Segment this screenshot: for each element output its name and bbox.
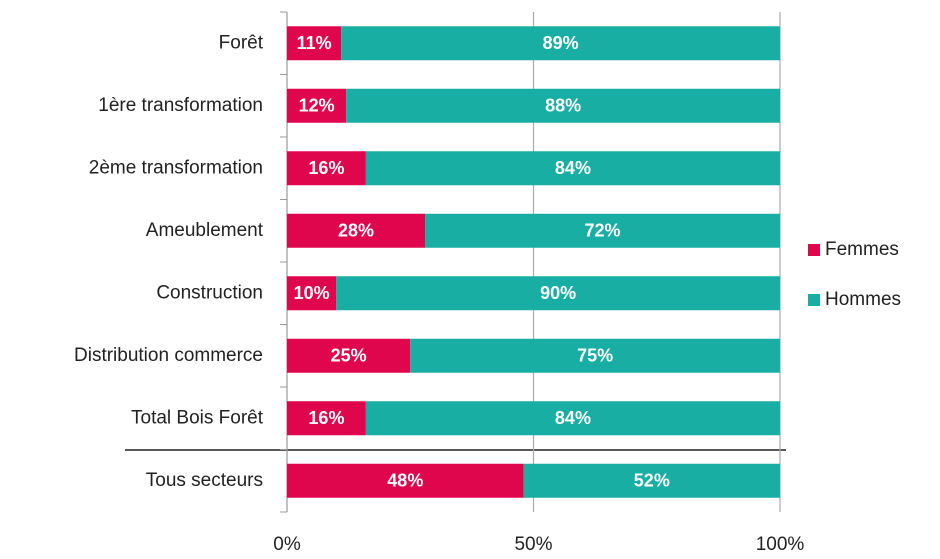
bar-segment [287,338,411,373]
x-tick-label: 50% [514,534,552,555]
bar-segment [336,276,780,311]
y-tick-label: 1ère transformation [98,95,263,116]
bar-segment [287,213,426,248]
legend-label: Femmes [825,239,899,260]
bar-segment [287,276,337,311]
bar-segment [365,401,780,436]
bar-segment [346,88,780,123]
y-tick-label: Total Bois Forêt [131,407,264,428]
bar-segment [287,26,342,61]
bar-segment [523,463,780,498]
bar-segment [287,401,366,436]
value-label: 28% [338,221,374,241]
value-label: 11% [297,33,332,53]
value-label: 84% [555,158,591,178]
value-label: 10% [294,283,330,303]
value-label: 48% [387,471,423,491]
y-tick-label: Ameublement [146,220,264,241]
value-label: 52% [634,471,670,491]
bar-segment [287,151,366,186]
y-tick-label: 2ème transformation [89,157,263,178]
value-label: 89% [543,33,579,53]
value-label: 72% [585,221,621,241]
bar-segment [425,213,780,248]
legend-label: Hommes [825,289,901,310]
bar-segment [287,463,524,498]
legend-swatch [808,294,820,306]
legend-swatch [808,244,820,256]
x-tick-label: 0% [273,534,301,555]
bar-segment [341,26,780,61]
y-tick-label: Construction [156,282,263,303]
value-label: 75% [577,346,613,366]
value-label: 16% [308,408,344,428]
value-label: 16% [308,158,344,178]
value-label: 84% [555,408,591,428]
x-tick-label: 100% [756,534,805,555]
bar-segment [287,88,347,123]
value-label: 90% [540,283,576,303]
bar-segment [365,151,780,186]
y-tick-label: Tous secteurs [146,470,263,491]
bar-segment [410,338,780,373]
value-label: 88% [545,96,581,116]
y-tick-label: Distribution commerce [74,345,263,366]
y-tick-label: Forêt [219,32,264,53]
value-label: 25% [331,346,367,366]
value-label: 12% [299,96,335,116]
